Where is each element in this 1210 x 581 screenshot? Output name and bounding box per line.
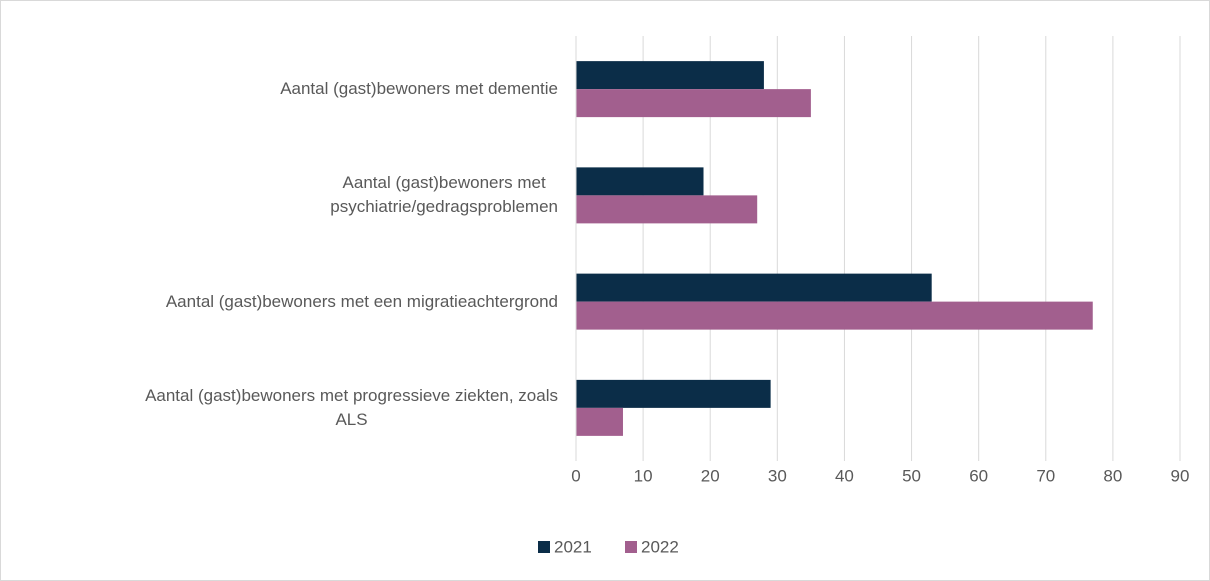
bar [576,61,764,90]
y-tick-label: Aantal (gast)bewoners met psychiatrie/ge… [330,173,558,217]
bar [576,167,704,196]
y-tick-label: Aantal (gast)bewoners met progressieve z… [145,385,558,429]
x-tick-label: 40 [835,466,854,485]
legend-swatch [625,541,637,553]
bar [576,407,623,436]
x-tick-label: 90 [1171,466,1190,485]
x-tick-label: 70 [1036,466,1055,485]
bar [576,273,932,302]
x-tick-label: 0 [571,466,580,485]
x-tick-label: 20 [701,466,720,485]
legend-label: 2022 [641,537,679,556]
y-tick-label: Aantal (gast)bewoners met een migratieac… [165,291,558,311]
category-label-box: Aantal (gast)bewoners met progressieve z… [13,384,558,432]
bar [576,301,1093,330]
x-tick-label: 30 [768,466,787,485]
legend-swatch [538,541,550,553]
category-label-box: Aantal (gast)bewoners met een migratieac… [13,290,558,314]
x-tick-label: 60 [969,466,988,485]
bar [576,379,771,408]
x-tick-label: 10 [634,466,653,485]
category-label-box: Aantal (gast)bewoners met psychiatrie/ge… [13,171,558,219]
bar [576,89,811,118]
y-tick-label: Aantal (gast)bewoners met dementie [280,79,558,99]
bar [576,195,758,224]
x-tick-label: 50 [902,466,921,485]
x-tick-label: 80 [1103,466,1122,485]
legend-label: 2021 [554,537,592,556]
category-label-box: Aantal (gast)bewoners met dementie [13,77,558,101]
